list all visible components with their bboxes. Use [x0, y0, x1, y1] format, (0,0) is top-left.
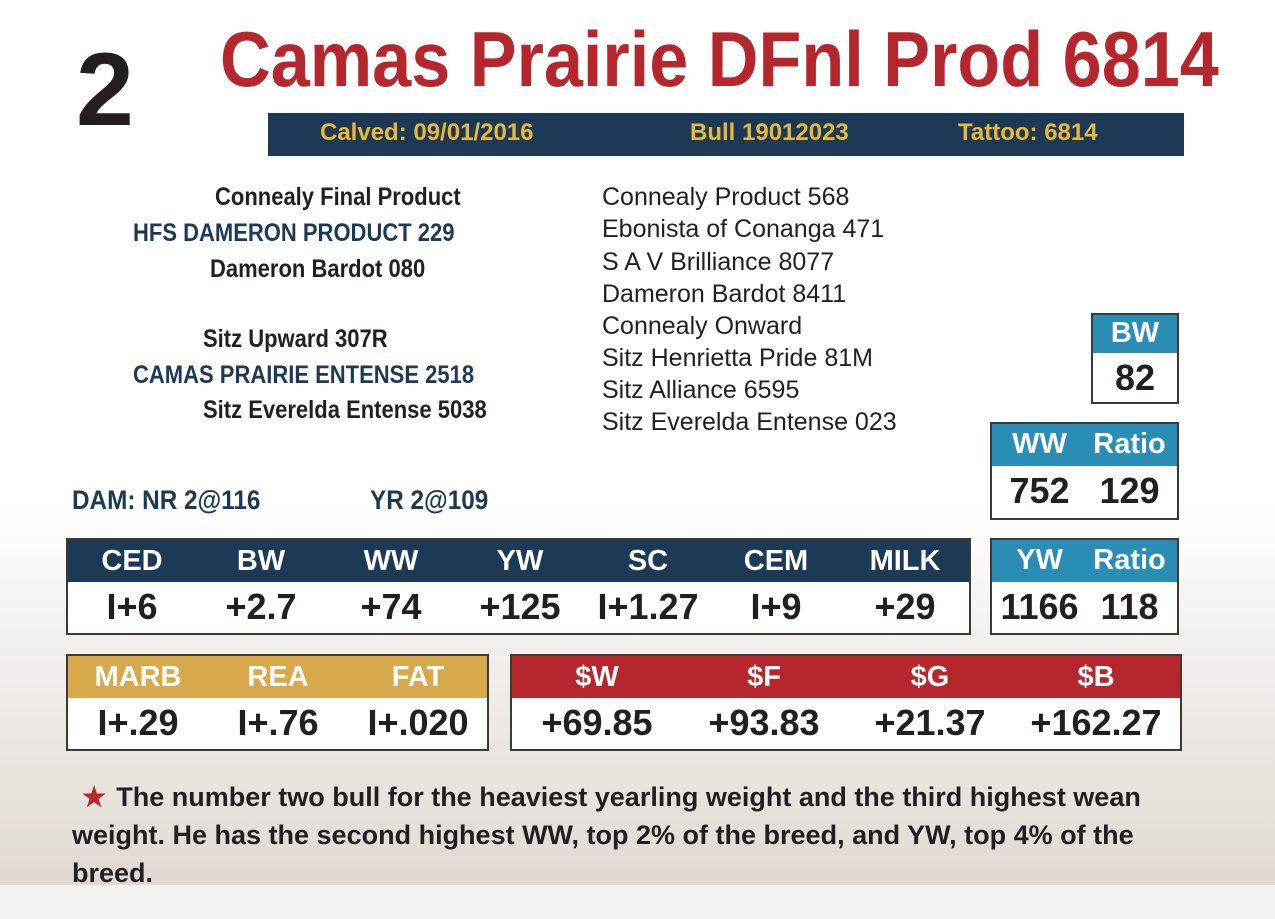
- yearling-weight-box: YW Ratio 1166 118: [990, 538, 1179, 635]
- epd-value-ced: I+6: [106, 586, 158, 627]
- epd-value-milk: +29: [874, 586, 936, 627]
- epd-value-sc: I+1.27: [597, 586, 699, 627]
- birth-weight-label: BW: [1110, 317, 1160, 349]
- epd-header-cem: CEM: [743, 545, 809, 577]
- index-value-b: +162.27: [1030, 702, 1162, 743]
- index-table: $W $F $G $B +69.85 +93.83 +21.37 +162.27: [510, 654, 1182, 751]
- bull-registration: Bull 19012023: [690, 119, 849, 146]
- pedigree-right-4: Dameron Bardot 8411: [602, 280, 847, 308]
- index-header-f: $F: [747, 661, 781, 693]
- pedigree-right-6: Sitz Henrietta Pride 81M: [602, 344, 873, 372]
- index-value-g: +21.37: [874, 702, 986, 743]
- pedigree-right-3: S A V Brilliance 8077: [602, 248, 835, 276]
- dam-yr: YR 2@109: [370, 485, 489, 515]
- epd-value-yw: +125: [479, 586, 561, 627]
- dam-nr: DAM: NR 2@116: [72, 485, 261, 515]
- pedigree-right-1: Connealy Product 568: [602, 183, 850, 211]
- weaning-weight-label: WW: [1012, 428, 1067, 460]
- dam-sire: Sitz Upward 307R: [203, 325, 388, 353]
- carcass-value-rea: I+.76: [237, 702, 319, 743]
- weaning-ratio-value: 129: [1099, 470, 1160, 511]
- background-floor: [0, 885, 1275, 919]
- description-note: ★ The number two bull for the heaviest ye…: [72, 778, 1152, 892]
- animal-name-title: Camas Prairie DFnl Prod 6814: [220, 15, 1219, 103]
- yearling-ratio-label: Ratio: [1093, 544, 1166, 576]
- description-text: The number two bull for the heaviest yea…: [72, 782, 1141, 888]
- epd-header-sc: SC: [627, 545, 669, 577]
- birth-weight-box: BW 82: [1091, 313, 1179, 404]
- carcass-table: MARB REA FAT I+.29 I+.76 I+.020: [66, 654, 489, 751]
- index-header-row: $W $F $G $B: [512, 656, 1180, 698]
- carcass-header-fat: FAT: [391, 661, 445, 693]
- weaning-weight-value: 752: [1009, 470, 1070, 511]
- birth-weight-header: BW: [1093, 315, 1177, 353]
- birth-weight-value: 82: [1114, 357, 1156, 398]
- pedigree-right-5: Connealy Onward: [602, 312, 803, 340]
- epd-header-yw: YW: [496, 545, 544, 577]
- lot-number: 2: [76, 32, 134, 148]
- index-header-g: $G: [910, 661, 950, 693]
- dam: CAMAS PRAIRIE ENTENSE 2518: [133, 361, 475, 389]
- weaning-weight-box: WW Ratio 752 129: [990, 422, 1179, 520]
- pedigree-right-8: Sitz Everelda Entense 023: [602, 408, 897, 436]
- weaning-ratio-label: Ratio: [1093, 428, 1166, 460]
- epd-header-ced: CED: [101, 545, 163, 577]
- carcass-header-row: MARB REA FAT: [68, 656, 487, 698]
- calved-date: Calved: 09/01/2016: [320, 119, 534, 146]
- index-header-b: $B: [1077, 661, 1115, 693]
- weaning-weight-header: WW Ratio: [992, 424, 1177, 466]
- epd-value-bw: +2.7: [225, 586, 297, 627]
- sire: HFS DAMERON PRODUCT 229: [133, 219, 455, 247]
- yearling-weight-value: 1166: [1000, 586, 1079, 627]
- carcass-value-marb: I+.29: [97, 702, 179, 743]
- sire-dam: Dameron Bardot 080: [210, 255, 426, 283]
- epd-value-ww: +74: [360, 586, 422, 627]
- index-header-w: $W: [575, 661, 619, 693]
- dam-dam: Sitz Everelda Entense 5038: [203, 396, 487, 424]
- index-value-f: +93.83: [708, 702, 820, 743]
- epd-header-row: CED BW WW YW SC CEM MILK: [68, 540, 969, 582]
- epd-table: CED BW WW YW SC CEM MILK I+6 +2.7 +74 +1…: [66, 538, 971, 635]
- epd-header-ww: WW: [363, 545, 419, 577]
- yearling-ratio-value: 118: [1100, 586, 1159, 627]
- tattoo: Tattoo: 6814: [958, 119, 1098, 146]
- pedigree-right-2: Ebonista of Conanga 471: [602, 215, 885, 243]
- carcass-header-marb: MARB: [94, 661, 182, 693]
- star-icon: ★: [82, 782, 107, 812]
- epd-value-cem: I+9: [750, 586, 802, 627]
- epd-header-bw: BW: [236, 545, 286, 577]
- epd-header-milk: MILK: [869, 545, 941, 577]
- info-bar: Calved: 09/01/2016 Bull 19012023 Tattoo:…: [268, 113, 1184, 156]
- pedigree-right-7: Sitz Alliance 6595: [602, 376, 800, 404]
- carcass-value-fat: I+.020: [367, 702, 469, 743]
- carcass-header-rea: REA: [247, 661, 309, 693]
- yearling-weight-header: YW Ratio: [992, 540, 1177, 582]
- sire-sire: Connealy Final Product: [215, 183, 461, 211]
- index-value-w: +69.85: [541, 702, 653, 743]
- yearling-weight-label: YW: [1016, 544, 1063, 576]
